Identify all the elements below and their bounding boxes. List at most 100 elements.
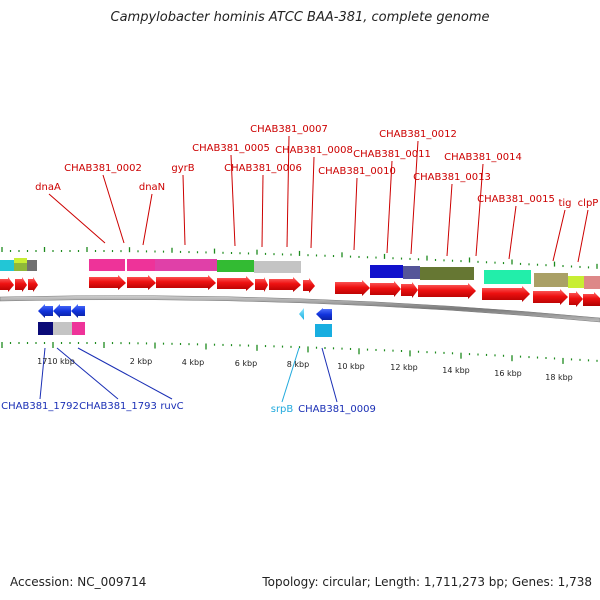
leader-line — [446, 183, 453, 257]
gene-label: CHAB381_0002 — [64, 163, 142, 174]
gene-arrow — [583, 292, 600, 306]
gene-label: CHAB381_0007 — [250, 124, 328, 135]
gene-label: tig — [558, 198, 571, 209]
gene-label: CHAB381_0015 — [477, 194, 555, 205]
gene-arrow — [370, 281, 401, 297]
forward-gene-arrows — [0, 275, 600, 307]
scale-labels: 1710 kbp 2 kbp 4 kbp 6 kbp 8 kbp 10 kbp 12 kbp… — [37, 357, 573, 382]
gene-arrow — [89, 275, 126, 290]
leader-line — [39, 347, 46, 400]
scale-label: 8 kbp — [287, 360, 309, 369]
leader-line — [286, 135, 290, 248]
scale-label: 18 kbp — [545, 373, 573, 382]
scale-label: 2 kbp — [130, 357, 152, 366]
gene-arrow — [482, 286, 530, 302]
feature-block — [127, 259, 155, 271]
gene-arrow — [401, 282, 418, 298]
feature-block — [89, 259, 125, 271]
reverse-gene-arrows — [38, 304, 332, 321]
gene-arrow — [303, 278, 315, 293]
leader-line — [310, 156, 315, 249]
feature-block — [584, 276, 600, 289]
scale-label: 14 kbp — [442, 366, 470, 375]
gene-label: CHAB381_1793 — [79, 401, 157, 412]
gene-label: CHAB381_0013 — [413, 172, 491, 183]
gene-arrow — [269, 277, 301, 292]
gene-arrow — [217, 276, 254, 291]
gene-label: clpP — [578, 198, 599, 209]
accession-label: Accession: NC_009714 — [10, 575, 147, 589]
leader-line — [261, 174, 264, 248]
gene-label: CHAB381_0005 — [192, 143, 270, 154]
outer-tick-ring — [1, 247, 598, 269]
gene-arrow — [569, 291, 583, 307]
gene-arrow — [15, 277, 27, 292]
gene-arrow — [335, 280, 370, 296]
feature-block — [72, 322, 85, 335]
scale-label: 6 kbp — [235, 359, 257, 368]
gene-label: dnaN — [139, 182, 165, 193]
leader-line — [182, 174, 186, 246]
feature-block — [484, 270, 531, 284]
feature-block — [14, 260, 27, 271]
gene-label: dnaA — [35, 182, 61, 193]
reverse-gene-labels: CHAB381_1792 CHAB381_1793 ruvC srpB CHAB381_… — [1, 347, 376, 415]
feature-block-row — [0, 258, 600, 289]
gene-arrow — [71, 304, 85, 318]
gene-arrow — [38, 304, 53, 318]
leader-line — [386, 160, 393, 254]
gene-label: CHAB381_0012 — [379, 129, 457, 140]
gene-arrow — [533, 289, 568, 305]
gene-arrow — [316, 308, 332, 321]
feature-block — [370, 265, 403, 278]
gene-label: CHAB381_0006 — [224, 163, 302, 174]
leader-line — [552, 209, 566, 262]
leader-line — [508, 205, 517, 260]
gene-label: CHAB381_1792 — [1, 401, 79, 412]
feature-block — [568, 276, 584, 288]
leader-line — [102, 174, 125, 244]
gene-label: CHAB381_0010 — [318, 166, 396, 177]
feature-block — [403, 266, 420, 279]
leader-line — [321, 347, 338, 403]
leader-line — [230, 154, 236, 247]
feature-block — [534, 273, 568, 287]
gene-arrow — [127, 275, 156, 290]
gene-label: CHAB381_0011 — [353, 149, 431, 160]
gene-arrow — [0, 277, 14, 292]
scale-label: 12 kbp — [390, 363, 418, 372]
reverse-feature-blocks — [38, 322, 332, 337]
genome-backbone — [0, 295, 600, 323]
gene-label: gyrB — [171, 163, 194, 174]
inner-tick-ring — [1, 342, 598, 364]
leader-line — [281, 347, 300, 403]
feature-block — [420, 267, 474, 280]
scale-label: 16 kbp — [494, 369, 522, 378]
scale-label: 1710 kbp — [37, 357, 75, 366]
feature-block — [0, 260, 14, 271]
leader-line — [48, 193, 106, 244]
leader-line — [77, 347, 173, 400]
leader-line — [410, 140, 419, 255]
scale-label: 10 kbp — [337, 362, 365, 371]
feature-block — [217, 260, 254, 272]
map-title: Campylobacter hominis ATCC BAA-381, comp… — [110, 10, 490, 25]
feature-block — [14, 258, 27, 263]
feature-block — [38, 322, 53, 335]
gene-arrow — [28, 277, 38, 292]
leader-line — [142, 193, 153, 246]
gene-arrow — [156, 275, 216, 290]
feature-block — [315, 324, 332, 337]
scale-label: 4 kbp — [182, 358, 204, 367]
feature-block — [27, 260, 37, 271]
gene-label: ruvC — [160, 401, 183, 412]
gene-arrow — [418, 283, 476, 299]
feature-block — [254, 261, 301, 273]
feature-block — [155, 259, 217, 271]
leader-line — [577, 209, 589, 263]
genome-summary: Topology: circular; Length: 1,711,273 bp… — [262, 575, 592, 589]
leader-line — [475, 163, 484, 257]
gene-arrow — [255, 277, 268, 292]
gene-label: CHAB381_0014 — [444, 152, 522, 163]
